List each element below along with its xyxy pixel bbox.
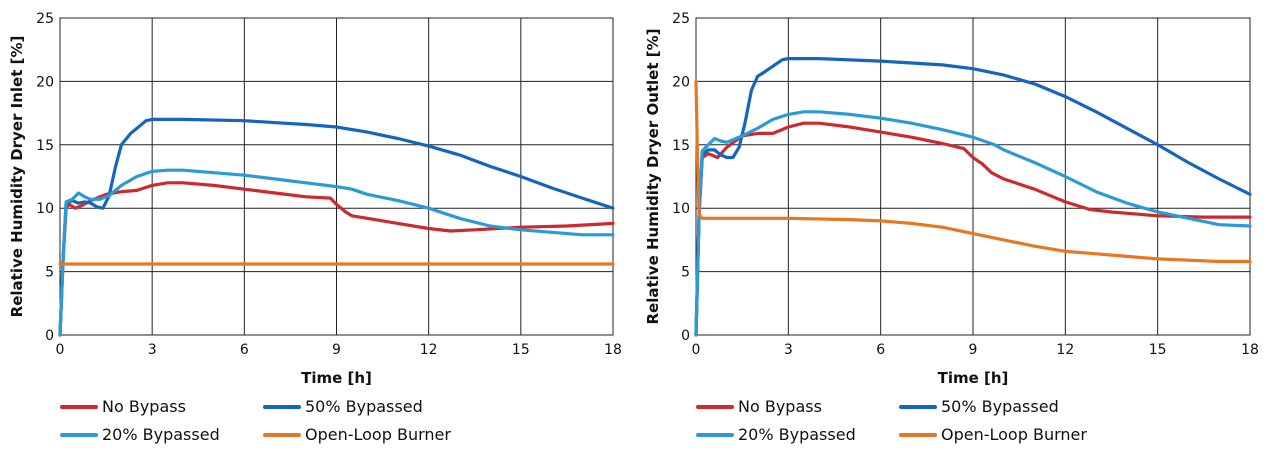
series-line-50-bypassed [58, 117, 615, 337]
x-axis-label: Time [h] [938, 369, 1009, 387]
chart-panel-1: 0 3 6 9 12 15 18 0 5 10 15 20 25 Time [h] Relative Hum… [8, 11, 622, 444]
series-line-20-bypassed [58, 168, 615, 337]
y-tick-label: 25 [672, 11, 690, 27]
series-line-50-bypassed [694, 57, 1252, 337]
x-tick-label: 15 [1149, 342, 1167, 358]
chart-panel-2: 0 3 6 9 12 15 18 0 5 10 15 20 25 Time [h] Relative Hum… [644, 11, 1259, 444]
y-tick-label: 25 [36, 11, 54, 27]
series-line-20-bypassed [694, 110, 1252, 337]
x-tick-label: 18 [1241, 342, 1259, 358]
legend-label-open-loop-burner: Open-Loop Burner [305, 425, 451, 444]
y-tick-label: 15 [36, 138, 54, 154]
legend-label-no-bypass: No Bypass [738, 397, 822, 416]
x-tick-label: 6 [876, 342, 885, 358]
series-line-no-bypass [694, 121, 1252, 337]
x-tick-label: 15 [512, 342, 530, 358]
series-line-no-bypass [58, 181, 615, 337]
legend-label-50-bypassed: 50% Bypassed [941, 397, 1059, 416]
legend-label-open-loop-burner: Open-Loop Burner [941, 425, 1087, 444]
x-tick-label: 3 [148, 342, 157, 358]
y-tick-label: 15 [672, 138, 690, 154]
x-tick-label: 9 [969, 342, 978, 358]
x-tick-label: 6 [240, 342, 249, 358]
series-line-open-loop-burner [694, 79, 1252, 264]
x-tick-label: 12 [420, 342, 438, 358]
y-tick-label: 5 [45, 265, 54, 281]
x-axis-label: Time [h] [301, 369, 372, 387]
legend-label-20-bypassed: 20% Bypassed [102, 425, 220, 444]
y-tick-label: 20 [672, 74, 690, 90]
x-tick-label: 9 [332, 342, 341, 358]
y-tick-label: 10 [36, 201, 54, 217]
y-tick-label: 5 [681, 265, 690, 281]
y-tick-label: 0 [45, 328, 54, 344]
x-tick-label: 18 [604, 342, 622, 358]
x-tick-label: 0 [692, 342, 701, 358]
legend-label-50-bypassed: 50% Bypassed [305, 397, 423, 416]
y-tick-label: 20 [36, 74, 54, 90]
legend-label-no-bypass: No Bypass [102, 397, 186, 416]
legend-label-20-bypassed: 20% Bypassed [738, 425, 856, 444]
plot-frame [59, 17, 614, 336]
x-tick-label: 0 [56, 342, 65, 358]
plot-frame [695, 17, 1251, 336]
y-tick-label: 0 [681, 328, 690, 344]
y-axis-label: Relative Humidity Dryer Outlet [%] [644, 29, 662, 325]
y-tick-label: 10 [672, 201, 690, 217]
y-axis-label: Relative Humidity Dryer Inlet [%] [8, 36, 26, 318]
x-tick-label: 12 [1056, 342, 1074, 358]
x-tick-label: 3 [784, 342, 793, 358]
